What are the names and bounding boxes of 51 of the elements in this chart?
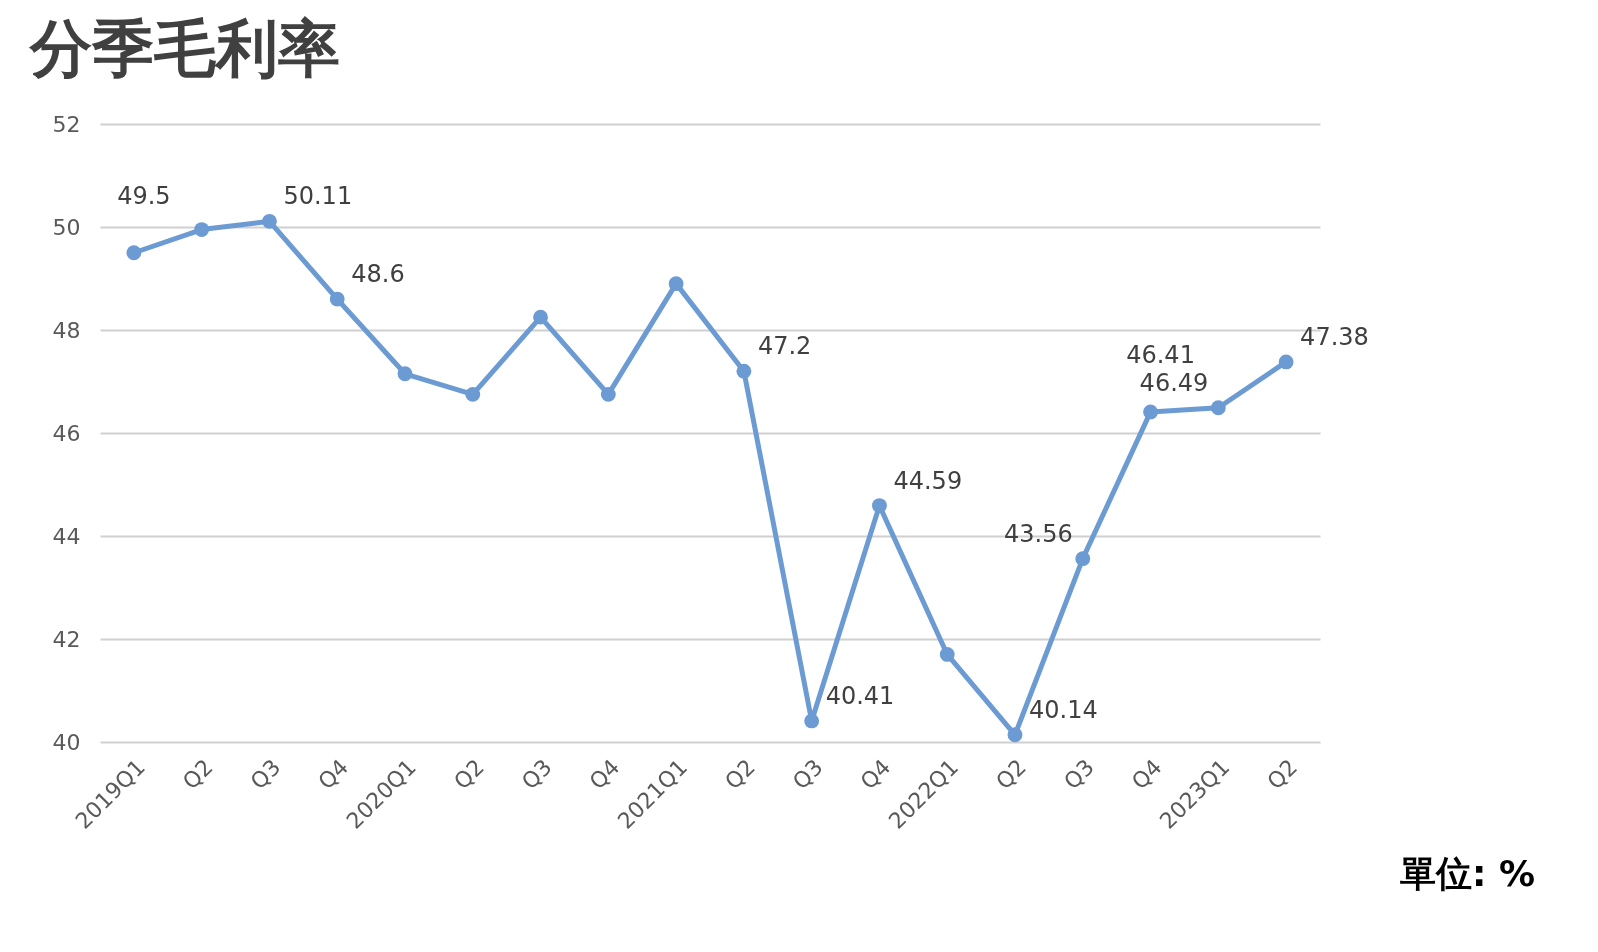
x-tick-label: Q3	[245, 754, 286, 795]
y-tick-label: 40	[52, 729, 81, 755]
point	[872, 498, 887, 514]
point	[1210, 400, 1226, 416]
data-label: 49.5	[117, 181, 171, 210]
data-label: 40.41	[825, 681, 895, 710]
data-label: 46.41	[1126, 340, 1195, 369]
point	[1075, 551, 1091, 567]
point	[736, 363, 752, 379]
chart-title: 分季毛利率	[28, 12, 340, 85]
data-label: 48.6	[351, 260, 405, 289]
x-tick-label: Q4	[1126, 754, 1167, 795]
x-tick-label: Q3	[516, 754, 557, 795]
y-tick-label: 50	[52, 214, 81, 240]
point	[600, 386, 616, 402]
point	[465, 386, 481, 402]
point	[1278, 354, 1294, 370]
point	[1007, 727, 1023, 743]
data-label: 46.49	[1139, 368, 1209, 397]
point	[126, 245, 142, 261]
x-tick-label: Q2	[177, 754, 218, 795]
y-tick-label: 52	[52, 111, 81, 137]
point	[668, 276, 684, 292]
x-tick-label: Q4	[584, 754, 625, 795]
data-label: 47.2	[757, 332, 812, 361]
y-tick-label: 44	[52, 523, 81, 549]
point	[329, 291, 345, 307]
x-tick-label: Q4	[313, 754, 354, 795]
y-tick-label: 46	[52, 420, 81, 446]
point	[533, 309, 548, 325]
data-label: 47.38	[1300, 322, 1369, 351]
x-tick-label: Q3	[1059, 754, 1099, 795]
y-tick-label: 42	[52, 626, 81, 652]
x-tick-label: Q2	[1262, 754, 1303, 795]
point	[939, 647, 955, 662]
data-label: 40.14	[1029, 695, 1098, 724]
point	[1143, 404, 1158, 420]
data-label: 50.11	[283, 182, 353, 211]
y-tick-label: 48	[52, 317, 81, 343]
x-tick-label: Q2	[720, 754, 760, 795]
x-tick-label: Q4	[855, 754, 896, 795]
point	[804, 713, 820, 729]
text: 單位: %	[1400, 852, 1535, 896]
point	[397, 366, 413, 382]
x-tick-label: Q2	[449, 754, 489, 795]
point	[194, 222, 210, 237]
data-label: 43.56	[1004, 519, 1073, 548]
data-label: 44.59	[893, 466, 963, 495]
x-tick-label: Q2	[991, 754, 1032, 795]
point	[262, 213, 277, 229]
x-tick-label: Q3	[787, 754, 828, 795]
